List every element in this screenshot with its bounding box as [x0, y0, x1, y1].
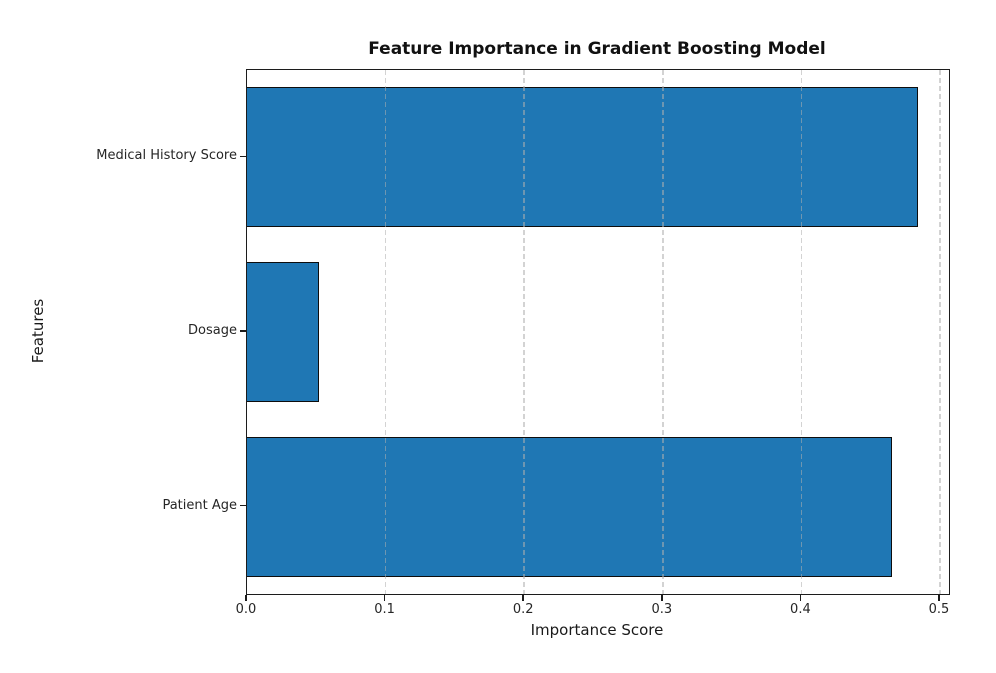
y-tick-label: Dosage — [188, 323, 237, 338]
bar-patient-age — [247, 437, 892, 577]
x-tick-mark — [661, 594, 663, 601]
bar-dosage — [247, 262, 320, 402]
x-axis-label: Importance Score — [530, 621, 664, 639]
y-tick-label: Medical History Score — [96, 148, 237, 163]
plot-area — [246, 69, 950, 595]
x-tick-label: 0.5 — [928, 602, 950, 617]
x-tick-mark — [938, 594, 940, 601]
bar-medical-history-score — [247, 87, 918, 227]
gridline-x-0.5 — [939, 70, 941, 594]
y-tick-mark — [240, 155, 246, 158]
x-tick-mark — [799, 594, 802, 601]
x-tick-label: 0.2 — [512, 602, 534, 617]
x-tick-mark — [522, 594, 524, 601]
x-tick-mark — [383, 594, 386, 601]
gridline-x-0.4 — [800, 70, 803, 594]
x-tick-label: 0.0 — [235, 602, 257, 617]
x-tick-label: 0.4 — [790, 602, 811, 617]
bars-layer — [247, 70, 949, 594]
gridline-x-0.1 — [384, 70, 387, 594]
y-tick-label: Patient Age — [162, 498, 237, 513]
x-tick-mark — [245, 594, 247, 601]
chart-title: Feature Importance in Gradient Boosting … — [368, 39, 826, 59]
x-tick-label: 0.3 — [651, 602, 673, 617]
gridlines-layer — [247, 70, 949, 594]
gridline-x-0.2 — [523, 70, 525, 594]
gridline-x-0.3 — [662, 70, 664, 594]
y-tick-mark — [240, 330, 246, 332]
x-tick-label: 0.1 — [374, 602, 395, 617]
y-tick-mark — [240, 504, 246, 507]
